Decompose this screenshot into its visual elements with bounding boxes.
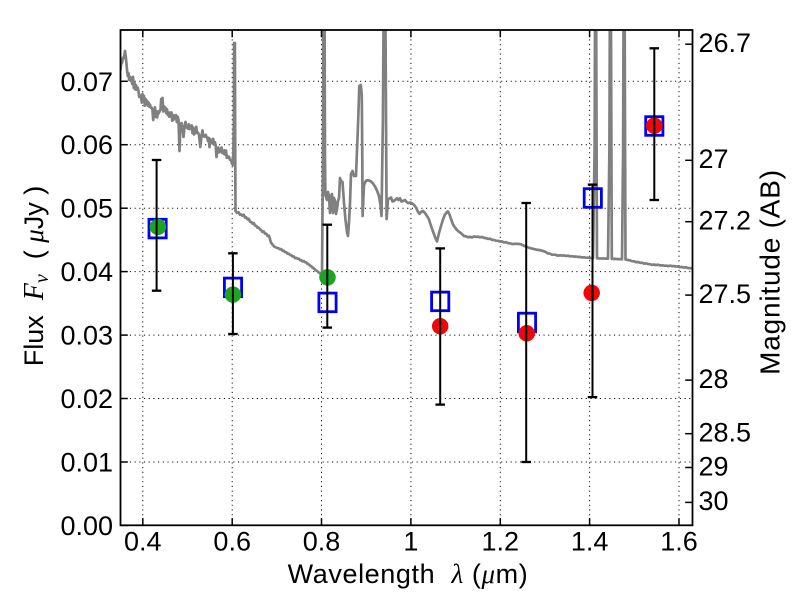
svg-text:0.07: 0.07 bbox=[60, 67, 113, 97]
svg-text:1.6: 1.6 bbox=[660, 527, 698, 557]
svg-text:0.00: 0.00 bbox=[60, 511, 113, 541]
svg-text:0.06: 0.06 bbox=[60, 130, 113, 160]
svg-text:27: 27 bbox=[699, 144, 729, 174]
svg-text:Flux Fν ( μJy ): Flux Fν ( μJy ) bbox=[19, 186, 53, 367]
svg-text:0.03: 0.03 bbox=[60, 321, 113, 351]
svg-text:1.2: 1.2 bbox=[482, 527, 520, 557]
svg-text:0.04: 0.04 bbox=[60, 257, 113, 287]
svg-text:Wavelength λ (μm): Wavelength λ (μm) bbox=[288, 559, 529, 589]
svg-text:0.01: 0.01 bbox=[60, 448, 113, 478]
svg-text:27.2: 27.2 bbox=[699, 206, 752, 236]
svg-text:28.5: 28.5 bbox=[699, 418, 752, 448]
svg-text:29: 29 bbox=[699, 451, 729, 481]
svg-text:0.02: 0.02 bbox=[60, 384, 113, 414]
svg-text:0.6: 0.6 bbox=[213, 527, 251, 557]
svg-text:0.8: 0.8 bbox=[303, 527, 341, 557]
svg-text:Magnitude (AB): Magnitude (AB) bbox=[755, 169, 786, 375]
svg-text:30: 30 bbox=[699, 486, 729, 516]
svg-text:26.7: 26.7 bbox=[699, 28, 752, 58]
svg-text:27.5: 27.5 bbox=[699, 279, 752, 309]
svg-text:0.4: 0.4 bbox=[124, 527, 162, 557]
svg-text:1: 1 bbox=[403, 527, 418, 557]
svg-text:1.4: 1.4 bbox=[571, 527, 609, 557]
svg-text:28: 28 bbox=[699, 364, 729, 394]
svg-text:0.05: 0.05 bbox=[60, 194, 113, 224]
